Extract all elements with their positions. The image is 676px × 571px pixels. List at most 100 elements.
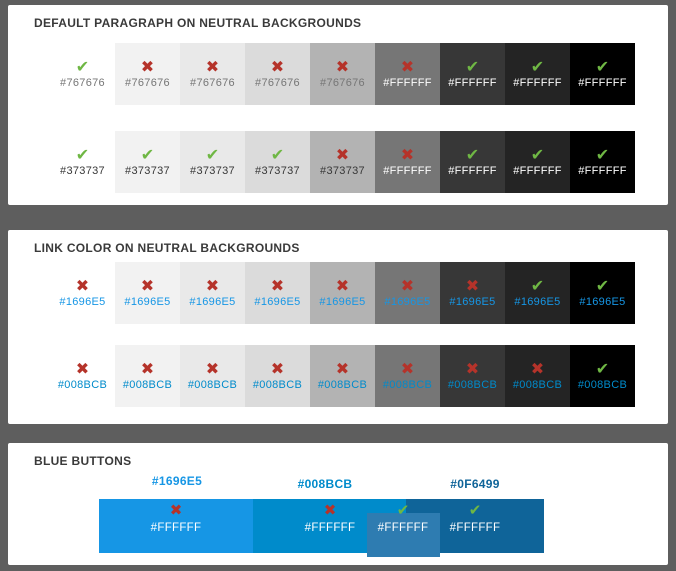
x-icon: ✖	[465, 277, 480, 295]
section-blue-buttons: BLUE BUTTONS #1696E5 #008BCB #0F6499 ✖ #…	[8, 443, 668, 565]
button-swatch-1696e5	[99, 499, 253, 553]
swatch-cell: ✖ #008BCB	[180, 345, 245, 407]
swatch-hex-label: #008BCB	[122, 378, 173, 391]
bar-hex-label: #FFFFFF	[150, 522, 202, 534]
swatch-hex-label: #008BCB	[512, 378, 563, 391]
swatch-hex-label: #767676	[190, 76, 235, 89]
swatch-cell: ✔ #008BCB	[570, 345, 635, 407]
swatch-cell: ✔ #1696E5	[570, 262, 635, 324]
x-icon: ✖	[75, 277, 90, 295]
swatch-hex-label: #008BCB	[447, 378, 498, 391]
check-icon: ✔	[140, 146, 155, 164]
check-icon: ✔	[530, 146, 545, 164]
swatch-hex-label: #FFFFFF	[513, 76, 562, 89]
x-icon: ✖	[323, 502, 337, 519]
bar-result-0f6499: ✔ #FFFFFF	[450, 499, 501, 535]
check-icon: ✔	[465, 146, 480, 164]
x-icon: ✖	[400, 360, 415, 378]
swatch-cell: ✔ #FFFFFF	[570, 43, 635, 105]
bar-hex-label: #FFFFFF	[304, 522, 356, 534]
swatch-cell: ✖ #008BCB	[505, 345, 570, 407]
button-hex-label-0f6499: #0F6499	[450, 477, 500, 491]
swatch-cell: ✖ #008BCB	[375, 345, 440, 407]
x-icon: ✖	[270, 360, 285, 378]
x-icon: ✖	[400, 58, 415, 76]
bar-hex-label: #FFFFFF	[449, 522, 501, 534]
check-icon: ✔	[468, 502, 482, 519]
swatch-hex-label: #767676	[320, 76, 365, 89]
check-icon: ✔	[595, 360, 610, 378]
x-icon: ✖	[169, 502, 183, 519]
swatch-cell: ✖ #767676	[115, 43, 180, 105]
x-icon: ✖	[465, 360, 480, 378]
swatch-hex-label: #1696E5	[319, 295, 366, 308]
swatch-cell: ✖ #767676	[180, 43, 245, 105]
swatch-hex-label: #008BCB	[317, 378, 368, 391]
swatch-cell: ✔ #FFFFFF	[505, 43, 570, 105]
swatch-row-1696e5: ✖ #1696E5 ✖ #1696E5 ✖ #1696E5 ✖ #1696E5 ✖ #1696E5…	[50, 262, 635, 324]
swatch-cell: ✔ #FFFFFF	[440, 43, 505, 105]
check-icon: ✔	[595, 146, 610, 164]
swatch-cell: ✔ #373737	[50, 131, 115, 193]
x-icon: ✖	[205, 58, 220, 76]
swatch-hex-label: #FFFFFF	[578, 76, 627, 89]
x-icon: ✖	[335, 146, 350, 164]
swatch-cell: ✖ #1696E5	[50, 262, 115, 324]
swatch-cell: ✔ #373737	[180, 131, 245, 193]
check-icon: ✔	[595, 58, 610, 76]
check-icon: ✔	[465, 58, 480, 76]
swatch-hex-label: #008BCB	[252, 378, 303, 391]
swatch-row-008bcb: ✖ #008BCB ✖ #008BCB ✖ #008BCB ✖ #008BCB ✖ #008BCB…	[50, 345, 635, 407]
section-default-paragraph: DEFAULT PARAGRAPH ON NEUTRAL BACKGROUNDS…	[8, 5, 668, 205]
check-icon: ✔	[205, 146, 220, 164]
bar-result-008bcb: ✖ #FFFFFF	[305, 499, 356, 535]
swatch-hex-label: #373737	[255, 164, 300, 177]
x-icon: ✖	[140, 277, 155, 295]
x-icon: ✖	[335, 58, 350, 76]
swatch-hex-label: #373737	[190, 164, 235, 177]
check-icon: ✔	[270, 146, 285, 164]
check-icon: ✔	[75, 58, 90, 76]
x-icon: ✖	[140, 58, 155, 76]
swatch-cell: ✖ #008BCB	[310, 345, 375, 407]
swatch-hex-label: #373737	[320, 164, 365, 177]
swatch-cell: ✖ #008BCB	[245, 345, 310, 407]
swatch-cell: ✖ #1696E5	[245, 262, 310, 324]
swatch-hex-label: #373737	[125, 164, 170, 177]
swatch-cell: ✔ #1696E5	[505, 262, 570, 324]
x-icon: ✖	[335, 277, 350, 295]
swatch-cell: ✔ #373737	[245, 131, 310, 193]
check-icon: ✔	[530, 277, 545, 295]
swatch-cell: ✖ #1696E5	[115, 262, 180, 324]
x-icon: ✖	[335, 360, 350, 378]
swatch-hex-label: #1696E5	[189, 295, 236, 308]
swatch-hex-label: #008BCB	[382, 378, 433, 391]
swatch-cell: ✖ #1696E5	[440, 262, 505, 324]
section-title-blue-buttons: BLUE BUTTONS	[34, 454, 132, 468]
blue-buttons-bar: ✖ #FFFFFF ✖ #FFFFFF ✔ #FFFFFF ✔ #FFFFFF	[99, 499, 544, 557]
swatch-cell: ✖ #008BCB	[440, 345, 505, 407]
x-icon: ✖	[75, 360, 90, 378]
swatch-hex-label: #1696E5	[449, 295, 496, 308]
check-icon: ✔	[396, 502, 410, 519]
swatch-hex-label: #008BCB	[577, 378, 628, 391]
button-hex-label-1696e5: #1696E5	[151, 474, 203, 488]
swatch-cell: ✖ #767676	[310, 43, 375, 105]
swatch-cell: ✖ #FFFFFF	[375, 43, 440, 105]
x-icon: ✖	[205, 277, 220, 295]
button-hex-label-008bcb: #008BCB	[297, 477, 353, 491]
swatch-hex-label: #1696E5	[59, 295, 106, 308]
swatch-cell: ✖ #373737	[310, 131, 375, 193]
swatch-hex-label: #373737	[60, 164, 105, 177]
swatch-hex-label: #FFFFFF	[513, 164, 562, 177]
bar-result-overlay: ✔ #FFFFFF	[378, 499, 429, 535]
overlay-button-swatch	[367, 513, 440, 557]
swatch-cell: ✖ #1696E5	[180, 262, 245, 324]
swatch-cell: ✔ #767676	[50, 43, 115, 105]
swatch-hex-label: #1696E5	[384, 295, 431, 308]
bar-hex-label: #FFFFFF	[377, 522, 429, 534]
section-title-link-color: LINK COLOR ON NEUTRAL BACKGROUNDS	[34, 241, 300, 255]
section-link-color: LINK COLOR ON NEUTRAL BACKGROUNDS ✖ #1696…	[8, 230, 668, 424]
swatch-cell: ✖ #767676	[245, 43, 310, 105]
